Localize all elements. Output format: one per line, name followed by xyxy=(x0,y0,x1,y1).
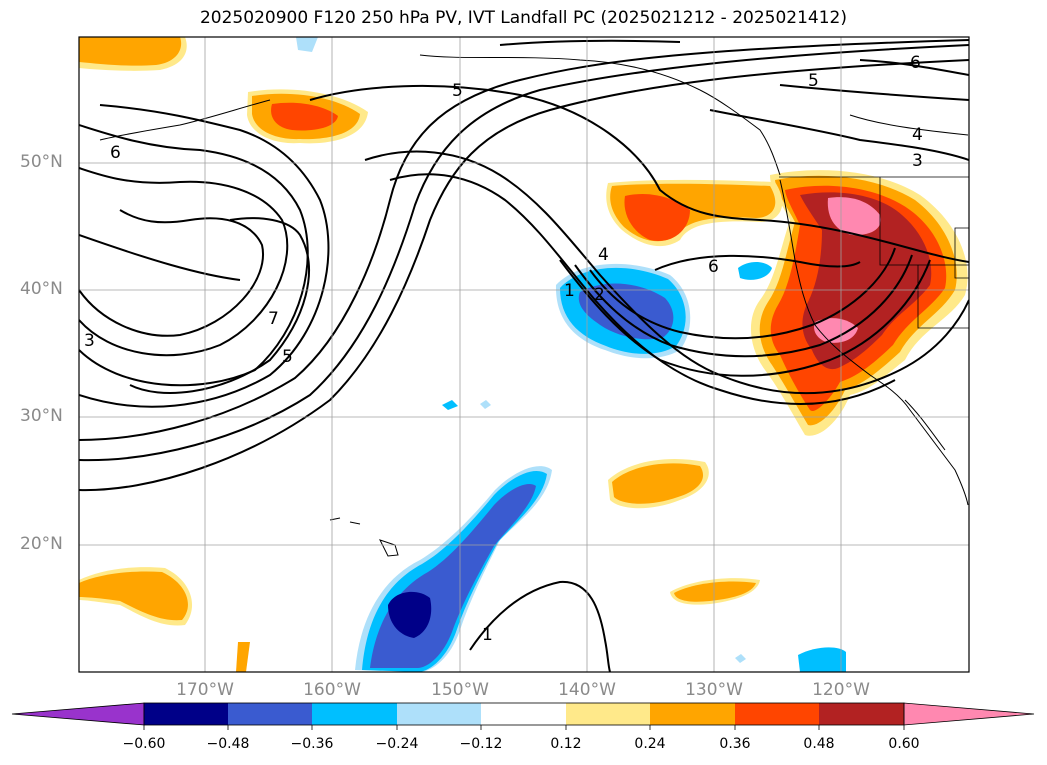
lon-label: 150°W xyxy=(431,680,489,700)
colorbar-tick-label: 0.36 xyxy=(719,736,751,752)
ivt-shading xyxy=(79,37,968,672)
contour-label: 7 xyxy=(268,309,279,329)
contour-label: 6 xyxy=(708,257,719,277)
colorbar-tick-label: 0.12 xyxy=(550,736,582,752)
colorbar-bin xyxy=(481,703,566,725)
map-frame xyxy=(78,36,970,673)
contour-label: 6 xyxy=(110,143,121,163)
contour-label: 5 xyxy=(808,71,819,91)
contour-label: 1 xyxy=(482,625,493,645)
colorbar-bin xyxy=(819,703,904,725)
colorbar-bin xyxy=(650,703,735,725)
colorbar-high-extend xyxy=(903,702,1035,726)
lon-label: 120°W xyxy=(812,680,870,700)
colorbar-bin xyxy=(228,703,312,725)
colorbar-bin xyxy=(566,703,650,725)
colorbar-bin xyxy=(397,703,481,725)
colorbar-tick-label: 0.24 xyxy=(634,736,666,752)
contour-label: 4 xyxy=(598,245,609,265)
lon-label: 160°W xyxy=(303,680,361,700)
contour-label: 5 xyxy=(282,347,293,367)
contour-labels: 5 6 6 4 3 7 5 3 1 2 4 6 1 5 xyxy=(84,53,923,645)
contour-label: 3 xyxy=(912,151,923,171)
lat-label: 20°N xyxy=(20,534,63,554)
colorbar-low-extend xyxy=(11,702,145,726)
colorbar-tick-label: 0.60 xyxy=(888,736,920,752)
colorbar-tick-label: 0.48 xyxy=(803,736,835,752)
colorbar-tick-label: −0.12 xyxy=(459,736,503,752)
map-title: 2025020900 F120 250 hPa PV, IVT Landfall… xyxy=(199,8,847,28)
lat-label: 50°N xyxy=(20,152,63,172)
contour-label: 5 xyxy=(452,81,463,101)
pv-contours xyxy=(79,39,969,672)
graticule xyxy=(79,37,969,672)
contour-label: 3 xyxy=(84,331,95,351)
colorbar-bin xyxy=(312,703,397,725)
contour-label: 1 xyxy=(564,281,575,301)
contour-label: 2 xyxy=(594,285,605,305)
lon-label: 140°W xyxy=(558,680,616,700)
contour-label: 6 xyxy=(910,53,921,73)
lat-label: 40°N xyxy=(20,279,63,299)
lat-label: 30°N xyxy=(20,406,63,426)
colorbar-tick-label: −0.36 xyxy=(290,736,334,752)
colorbar xyxy=(11,702,1035,730)
colorbar-bin xyxy=(735,703,819,725)
colorbar-tick-label: −0.24 xyxy=(375,736,419,752)
contour-label: 4 xyxy=(912,125,923,145)
lon-label: 130°W xyxy=(685,680,743,700)
colorbar-bin xyxy=(144,703,228,725)
lon-label: 170°W xyxy=(176,680,234,700)
colorbar-tick-label: −0.60 xyxy=(122,736,166,752)
colorbar-tick-label: −0.48 xyxy=(206,736,250,752)
